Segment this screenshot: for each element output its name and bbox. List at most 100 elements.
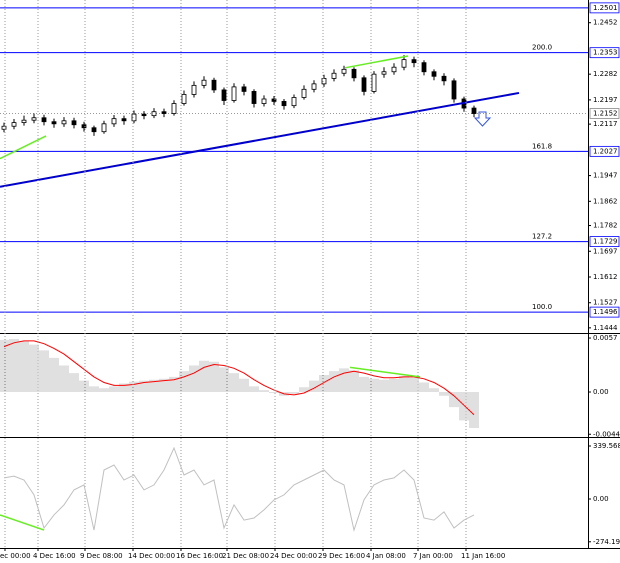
x-tick-label: 7 Jan 00:00 [413, 552, 453, 560]
fib-label: 200.0 [532, 44, 552, 52]
level-label-box [589, 145, 620, 157]
level-label: 1.2501 [593, 4, 618, 12]
candle-body [111, 118, 117, 125]
candle-body [271, 98, 277, 102]
x-tick-label: ec 00:00 [0, 552, 31, 560]
candle-body [261, 98, 267, 104]
candle-body [11, 122, 17, 127]
candle-body [181, 94, 187, 104]
candle-body [241, 86, 247, 92]
candle-body [361, 77, 367, 92]
level-label: 1.2027 [593, 147, 618, 155]
candle-body [381, 71, 387, 75]
x-tick-label: 14 Dec 00:00 [128, 552, 175, 560]
candle-body [21, 119, 27, 124]
y-tick-label: 1.1444 [593, 324, 618, 332]
level-label-box [589, 2, 620, 14]
candle-body [81, 124, 87, 129]
candle-body [171, 103, 177, 114]
x-tick-label: 29 Dec 16:00 [318, 552, 365, 560]
trend-line [349, 366, 421, 378]
level-label: 1.1729 [593, 238, 618, 246]
fib-label: 161.8 [532, 142, 552, 150]
candle-body [131, 113, 137, 122]
y-tick-label: 0.00 [593, 495, 609, 503]
candle-body [291, 97, 297, 107]
candle-body [431, 71, 437, 77]
candle-body [121, 118, 127, 122]
level-label: 1.1496 [593, 308, 618, 316]
current-price-label: 1.2152 [593, 110, 618, 118]
y-tick-label: 1.2197 [593, 96, 618, 104]
candle-body [311, 83, 317, 90]
candle-body [471, 107, 477, 114]
candle-body [281, 101, 287, 107]
x-tick-label: 4 Jan 08:00 [366, 552, 406, 560]
candle-body [341, 68, 347, 74]
candle-body [51, 121, 57, 125]
y-tick-label: -0.00446 [593, 430, 620, 438]
candle-body [161, 111, 167, 114]
x-tick-label: 21 Dec 08:00 [222, 552, 269, 560]
x-tick-label: 4 Dec 16:00 [33, 552, 76, 560]
y-tick-label: -274.194 [593, 538, 620, 546]
x-tick-label: 16 Dec 16:00 [176, 552, 223, 560]
candle-body [31, 117, 37, 121]
y-tick-label: 0.00 [593, 388, 609, 396]
sell-arrow [473, 111, 492, 127]
candle-body [231, 86, 237, 101]
level-label-box [589, 306, 620, 318]
trend-line [0, 135, 47, 160]
candle-body [331, 72, 337, 79]
candle-body [1, 125, 7, 130]
candle-body [221, 89, 227, 101]
candle-body [251, 91, 257, 104]
candle-body [451, 80, 457, 100]
candle-body [151, 111, 157, 117]
candle-body [411, 59, 417, 64]
current-price-box [589, 108, 620, 119]
y-tick-label: 1.1612 [593, 273, 618, 281]
candle-body [391, 66, 397, 73]
trend-line [0, 514, 45, 531]
candle-body [91, 127, 97, 133]
candle-body [401, 59, 407, 68]
y-tick-label: 1.1527 [593, 299, 618, 307]
level-label: 1.2353 [593, 49, 618, 57]
level-label-box [589, 236, 620, 247]
y-tick-label: 1.1947 [593, 172, 618, 180]
y-tick-label: 1.1782 [593, 222, 618, 230]
y-tick-label: 1.2452 [593, 19, 618, 27]
candle-body [441, 75, 447, 82]
fib-label: 127.2 [532, 233, 552, 241]
candle-body [371, 73, 377, 92]
y-tick-label: 1.1862 [593, 197, 618, 205]
y-tick-label: 0.0057 [593, 334, 618, 342]
candle-body [71, 120, 77, 126]
y-tick-label: 1.2282 [593, 70, 618, 78]
candle-body [301, 88, 307, 98]
indicator-line [3, 446, 475, 532]
candle-body [101, 123, 107, 133]
candle-body [141, 113, 147, 117]
candle-body [41, 117, 47, 123]
trend-line [0, 91, 520, 188]
x-tick-label: 11 Jan 16:00 [461, 552, 505, 560]
candle-body [191, 84, 197, 95]
candle-body [61, 120, 67, 125]
y-tick-label: 339.568 [593, 442, 620, 450]
y-tick-label: 1.1697 [593, 247, 618, 255]
candle-body [421, 62, 427, 73]
fib-label: 100.0 [532, 303, 552, 311]
y-tick-label: 1.2117 [593, 120, 618, 128]
candle-body [321, 78, 327, 85]
candle-body [351, 68, 357, 79]
x-tick-label: 24 Dec 00:00 [270, 552, 317, 560]
x-tick-label: 9 Dec 08:00 [80, 552, 123, 560]
trend-line [344, 55, 409, 69]
candle-body [211, 79, 217, 91]
level-label-box [589, 47, 620, 59]
candle-body [201, 79, 207, 86]
